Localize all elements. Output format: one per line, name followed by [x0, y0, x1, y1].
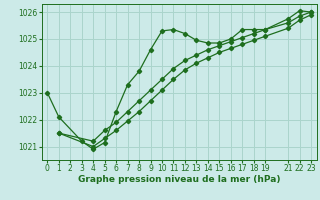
X-axis label: Graphe pression niveau de la mer (hPa): Graphe pression niveau de la mer (hPa)	[78, 175, 280, 184]
